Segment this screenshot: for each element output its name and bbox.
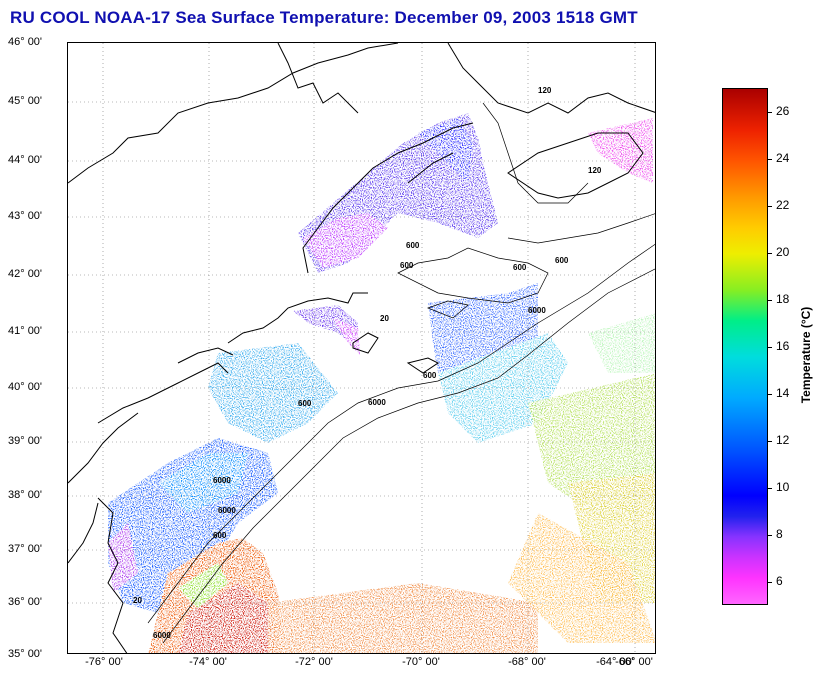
colorbar-tick-label: 6 [776,573,783,588]
contour-label: 20 [133,596,142,605]
lon-label-66: -66° 00' [615,656,653,668]
lat-label-38: 38° 00' [8,489,43,501]
lon-label-70: -70° 00' [402,656,440,668]
lat-label-35: 35° 00' [8,648,43,660]
lat-label-43: 43° 00' [8,210,43,222]
contour-label: 600 [423,371,437,380]
lat-label-37: 37° 00' [8,543,43,555]
contour-label: 6000 [368,398,386,407]
contour-label: 6000 [153,631,171,640]
colorbar-label: Temperature (°C) [799,306,813,404]
colorbar-tick-mark [768,252,772,254]
lat-label-36: 36° 00' [8,596,43,608]
colorbar-tick-mark [768,111,772,113]
lon-label-68: -68° 00' [508,656,546,668]
contour-label: 6000 [213,476,231,485]
contour-label: 120 [538,86,552,95]
colorbar-tick-mark [768,487,772,489]
lon-label-72: -72° 00' [295,656,333,668]
colorbar-tick-mark [768,440,772,442]
colorbar-tick-mark [768,205,772,207]
colorbar-tick-label: 12 [776,432,790,447]
colorbar-tick-mark [768,581,772,583]
lat-label-45: 45° 00' [8,95,43,107]
colorbar-tick-label: 26 [776,103,790,118]
contour-label: 6000 [528,306,546,315]
colorbar-tick-label: 20 [776,244,790,259]
page-title: RU COOL NOAA-17 Sea Surface Temperature:… [10,8,638,27]
colorbar-tick-mark [768,299,772,301]
contour-label: 6000 [218,506,236,515]
map-canvas: 120 120 600 600 600 600 20 6000 6000 600… [68,43,655,653]
colorbar-tick-label: 16 [776,338,790,353]
colorbar-tick-mark [768,393,772,395]
contour-label: 600 [555,256,569,265]
colorbar-tick-label: 10 [776,479,790,494]
colorbar-tick-label: 8 [776,526,783,541]
lat-label-40: 40° 00' [8,381,43,393]
temperature-colorbar [722,88,768,605]
colorbar-tick-mark [768,346,772,348]
lon-label-74: -74° 00' [189,656,227,668]
colorbar-tick-label: 18 [776,291,790,306]
contour-label: 600 [513,263,527,272]
contour-label: 120 [588,166,602,175]
lat-label-46: 46° 00' [8,36,43,48]
lat-label-39: 39° 00' [8,435,43,447]
sst-map[interactable]: 120 120 600 600 600 600 20 6000 6000 600… [67,42,656,654]
contour-label: 20 [380,314,389,323]
bathymetry-contours [147,102,655,644]
contour-label: 600 [406,241,420,250]
colorbar-tick-label: 24 [776,150,790,165]
colorbar-tick-label: 14 [776,385,790,400]
contour-label: 600 [400,261,414,270]
lon-label-76: -76° 00' [85,656,123,668]
contour-label: 600 [213,531,227,540]
colorbar-tick-label: 22 [776,197,790,212]
sst-data [108,113,655,653]
coastline [68,43,655,653]
colorbar-tick-mark [768,534,772,536]
lon-label-64: -64° 00' [596,656,634,668]
bathymetry-contour-labels: 120 120 600 600 600 600 20 6000 6000 600… [133,86,602,640]
colorbar-tick-mark [768,158,772,160]
lat-label-41: 41° 00' [8,325,43,337]
contour-label: 600 [298,399,312,408]
lat-label-44: 44° 00' [8,154,43,166]
lat-label-42: 42° 00' [8,268,43,280]
